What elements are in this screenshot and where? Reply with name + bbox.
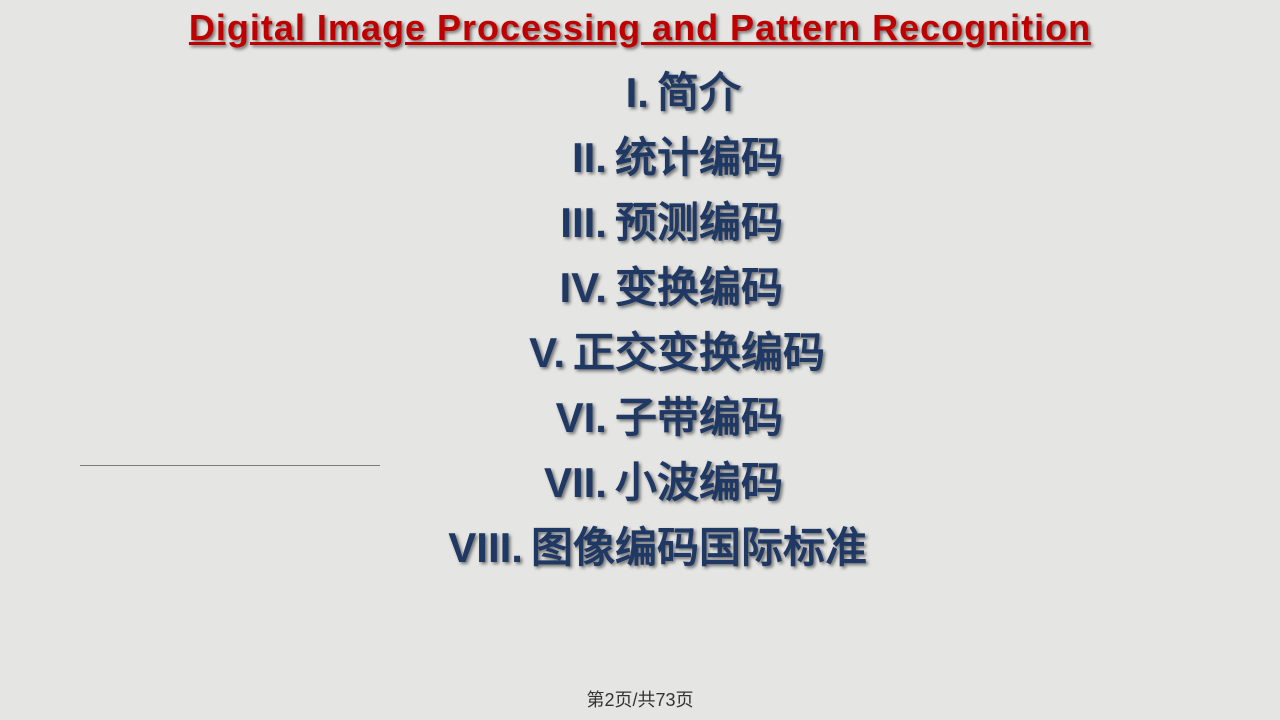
outline-item: III. 预测编码 [0,190,1280,255]
slide-title: Digital Image Processing and Pattern Rec… [0,0,1280,52]
outline-numeral: VII. [497,450,607,515]
page-footer: 第2页/共73页 [0,686,1280,712]
outline-numeral: VIII. [413,515,523,580]
outline-numeral: IV. [497,255,607,320]
outline-label: 小波编码 [615,450,783,515]
outline-item: II. 统计编码 [0,125,1280,190]
outline-numeral: VI. [497,385,607,450]
outline-numeral: III. [497,190,607,255]
horizontal-divider [80,465,380,466]
outline-item: I. 简介 [0,60,1280,125]
outline-label: 简介 [657,60,741,125]
outline-label: 子带编码 [615,385,783,450]
outline-label: 统计编码 [615,125,783,190]
outline-numeral: V. [455,320,565,385]
outline-item: VI. 子带编码 [0,385,1280,450]
outline-label: 正交变换编码 [573,320,825,385]
outline-numeral: I. [539,60,649,125]
outline-label: 变换编码 [615,255,783,320]
outline-label: 预测编码 [615,190,783,255]
outline-list: I. 简介 II. 统计编码 III. 预测编码 IV. 变换编码 V. 正交变… [0,60,1280,581]
outline-label: 图像编码国际标准 [531,515,867,580]
outline-numeral: II. [497,125,607,190]
outline-item: VIII. 图像编码国际标准 [0,515,1280,580]
outline-item: V. 正交变换编码 [0,320,1280,385]
outline-item: IV. 变换编码 [0,255,1280,320]
outline-item: VII. 小波编码 [0,450,1280,515]
